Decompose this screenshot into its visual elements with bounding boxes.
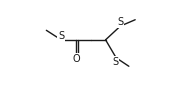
Text: O: O (72, 54, 80, 64)
Text: S: S (112, 57, 119, 66)
Text: S: S (58, 31, 64, 41)
Text: S: S (117, 17, 124, 27)
